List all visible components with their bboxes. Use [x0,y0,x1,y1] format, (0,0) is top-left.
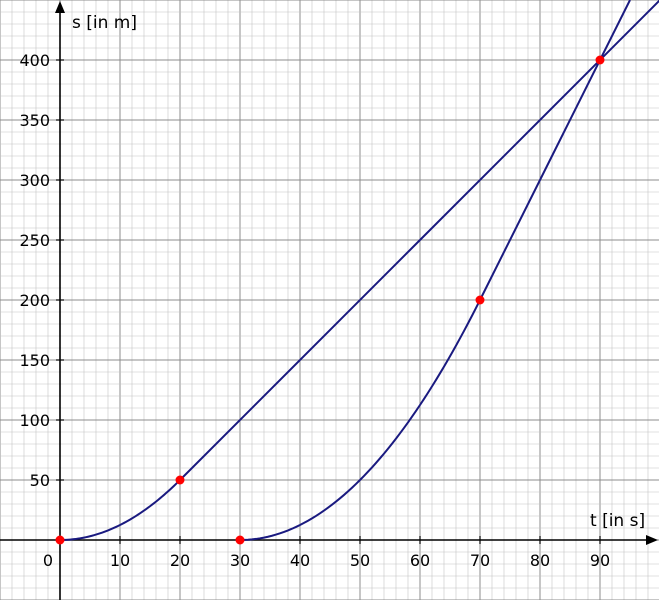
series [59,0,659,541]
y-tick-label: 100 [19,411,50,430]
data-point [175,475,185,485]
x-axis-label: t [in s] [590,511,645,531]
y-tick-label: 400 [19,51,50,70]
data-point [595,55,605,65]
points [55,55,605,545]
x-tick-label: 20 [170,551,190,570]
labels: t [in s] s [in m] 0 10 20 30 40 50 60 70 80 90 50 1… [19,13,645,570]
x-tick-label: 90 [590,551,610,570]
x-tick-label: 60 [410,551,430,570]
y-axis-arrow [55,1,65,13]
y-tick-label: 250 [19,231,50,250]
data-point [55,535,65,545]
y-tick-label: 300 [19,171,50,190]
data-point [235,535,245,545]
y-tick-label: 200 [19,291,50,310]
x-tick-label: 10 [110,551,130,570]
data-point [475,295,485,305]
x-tick-label: 80 [530,551,550,570]
y-tick-label: 50 [30,471,50,490]
x-tick-label: 50 [350,551,370,570]
x-tick-label: 70 [470,551,490,570]
x-tick-label: 0 [43,551,53,570]
y-axis-label: s [in m] [72,13,137,33]
x-axis-arrow [646,535,658,545]
y-tick-label: 350 [19,111,50,130]
y-tick-label: 150 [19,351,50,370]
x-tick-label: 40 [290,551,310,570]
series-line-1 [59,0,659,541]
x-tick-label: 30 [230,551,250,570]
series-line-2 [239,0,631,541]
